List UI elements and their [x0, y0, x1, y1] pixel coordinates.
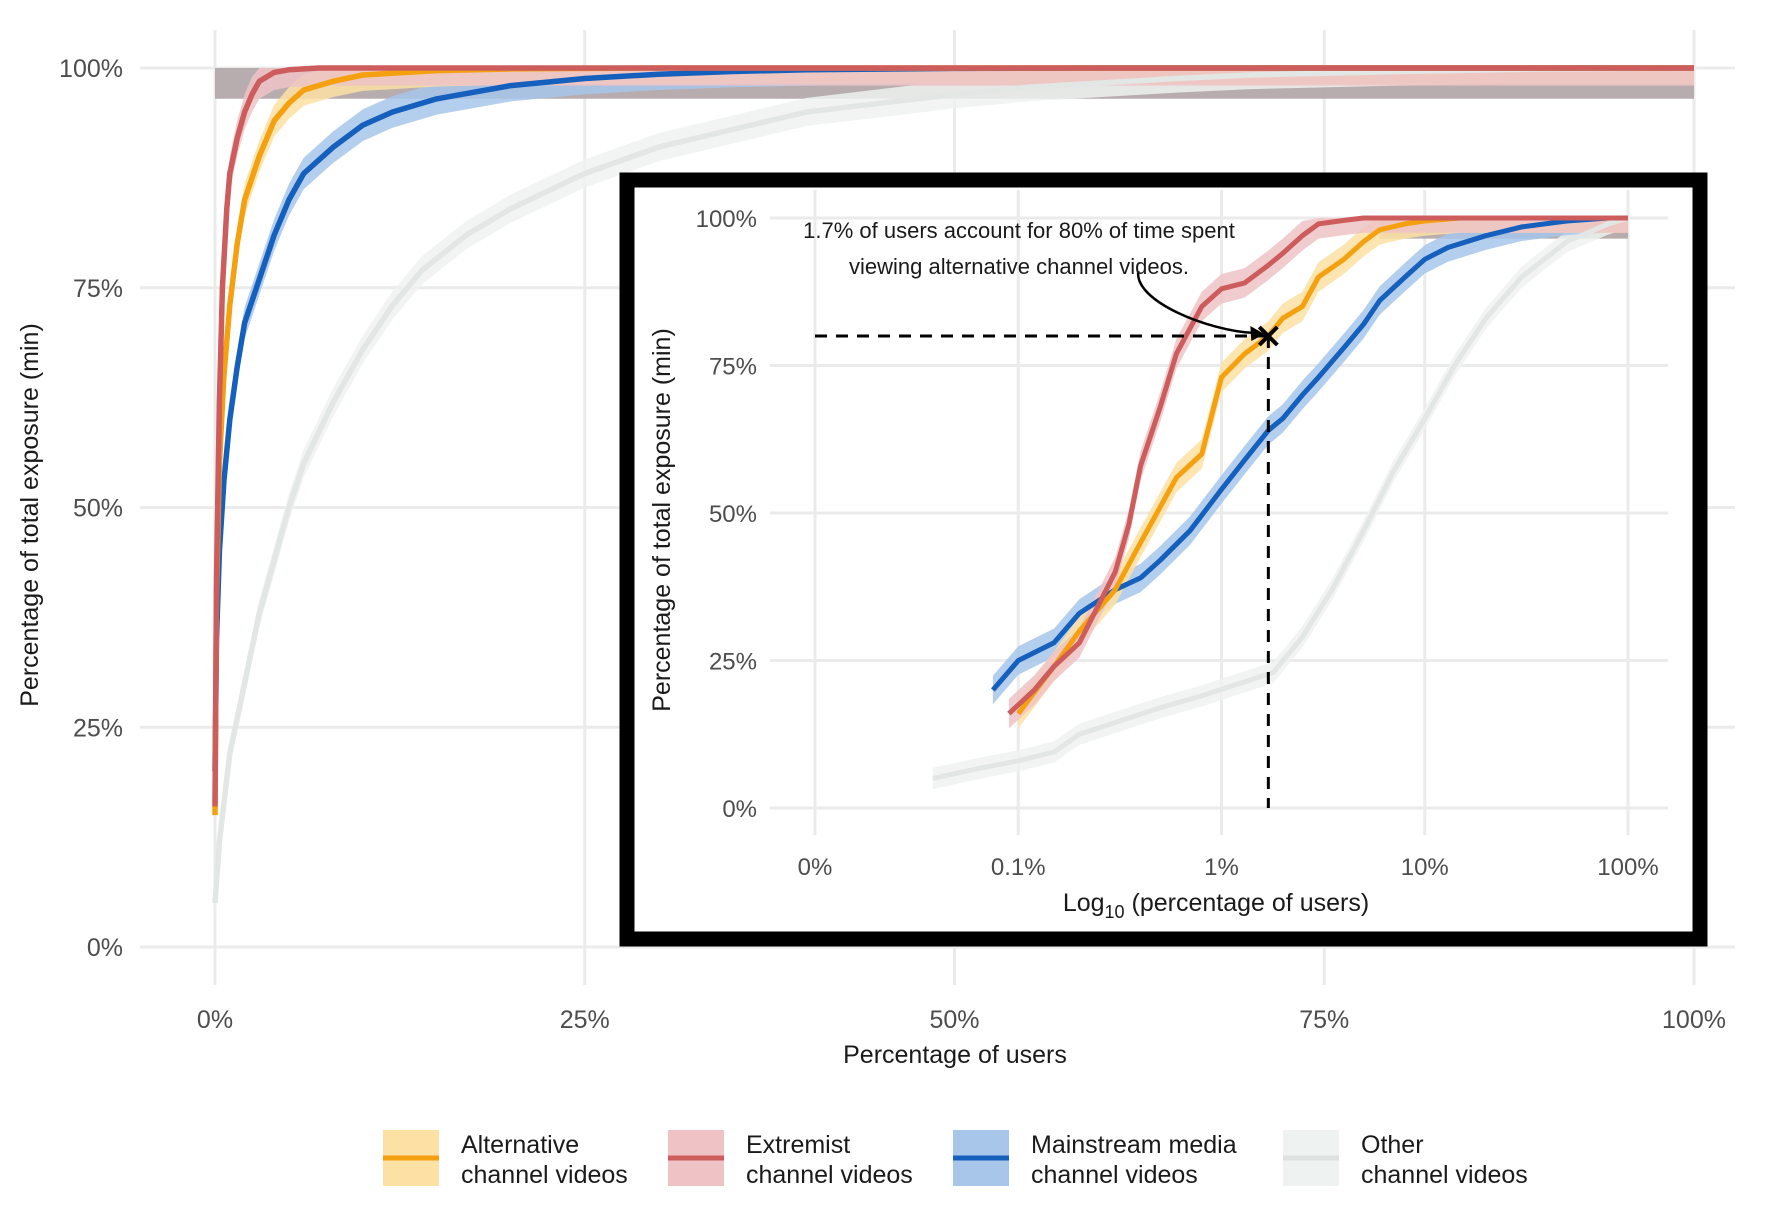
legend-label-line2: channel videos: [1361, 1161, 1528, 1189]
main-x-tick-label: 100%: [1662, 1006, 1726, 1034]
inset-x-tick-labels: 0% 0.1% 1% 10% 100%: [798, 854, 1659, 881]
legend-label-line2: channel videos: [746, 1161, 913, 1189]
inset-x-axis-title: Log10 (percentage of users): [1063, 889, 1369, 922]
inset-series-layer: [932, 215, 1629, 790]
inset-x-tick-label: 10%: [1401, 854, 1449, 881]
main-series-layer: [212, 65, 1695, 918]
legend-label-line1: Mainstream media: [1031, 1131, 1237, 1159]
inset-y-axis-title: Percentage of total exposure (min): [648, 328, 676, 712]
main-y-tick-label: 100%: [59, 55, 123, 83]
legend-label-line1: Alternative: [461, 1131, 579, 1159]
main-band-mainstream-media-channel-videos: [215, 68, 1694, 787]
main-y-tick-label: 25%: [73, 714, 123, 742]
main-x-tick-label: 75%: [1299, 1006, 1349, 1034]
inset-y-tick-label: 0%: [722, 796, 757, 823]
annotation-text-line2: viewing alternative channel videos.: [849, 254, 1189, 279]
annotation-text-line1: 1.7% of users account for 80% of time sp…: [803, 218, 1235, 243]
annotation-x-stroke: [1257, 325, 1279, 347]
annotation-arrowhead: [1250, 326, 1265, 341]
inset-y-tick-label: 50%: [709, 501, 757, 528]
main-x-tick-label: 25%: [560, 1006, 610, 1034]
inset-x-tick-label: 0%: [798, 854, 833, 881]
inset-x-tick-label: 0.1%: [991, 854, 1046, 881]
inset-line-other-channel-videos: [932, 215, 1629, 781]
annotation-x-marker: [1257, 325, 1279, 347]
inset-annotation: 1.7% of users account for 80% of time sp…: [803, 218, 1279, 808]
inset-x-axis-title-rest: (percentage of users): [1125, 889, 1370, 917]
inset-x-axis-title-main: Log: [1063, 889, 1105, 917]
main-line-other-channel-videos: [212, 65, 1695, 904]
main-x-tick-labels: 0% 25% 50% 75% 100%: [197, 1006, 1726, 1034]
main-x-axis-title: Percentage of users: [843, 1041, 1067, 1069]
main-y-tick-label: 0%: [87, 934, 123, 962]
main-x-tick-label: 50%: [929, 1006, 979, 1034]
inset-panel: 0% 0.1% 1% 10% 100% 0% 25% 50% 75% 100% Log10 (p…: [619, 172, 1708, 947]
inset-band-other-channel-videos: [932, 218, 1628, 790]
inset-x-axis-title-subscript: 10: [1105, 902, 1125, 922]
legend-label-line1: Extremist: [746, 1131, 850, 1159]
legend-label-line2: channel videos: [1031, 1161, 1198, 1189]
main-line-mainstream-media-channel-videos: [212, 65, 1694, 772]
legend-label-line1: Other: [1361, 1131, 1424, 1159]
inset-line-extremist-channel-videos: [1007, 215, 1628, 716]
main-y-tick-labels: 0% 25% 50% 75% 100%: [59, 55, 123, 962]
annotation-arrow: [1137, 270, 1255, 335]
main-line-extremist-channel-videos: [212, 65, 1694, 807]
main-y-axis-title: Percentage of total exposure (min): [16, 323, 44, 707]
inset-y-tick-labels: 0% 25% 50% 75% 100%: [696, 206, 757, 823]
inset-y-tick-label: 75%: [709, 354, 757, 381]
main-y-tick-label: 75%: [73, 275, 123, 303]
main-x-tick-label: 0%: [197, 1006, 233, 1034]
inset-y-tick-label: 100%: [696, 206, 757, 233]
inset-y-tick-label: 25%: [709, 649, 757, 676]
inset-x-tick-label: 1%: [1204, 854, 1239, 881]
main-y-tick-label: 50%: [73, 495, 123, 523]
legend-label-line2: channel videos: [461, 1161, 628, 1189]
inset-x-tick-label: 100%: [1597, 854, 1658, 881]
